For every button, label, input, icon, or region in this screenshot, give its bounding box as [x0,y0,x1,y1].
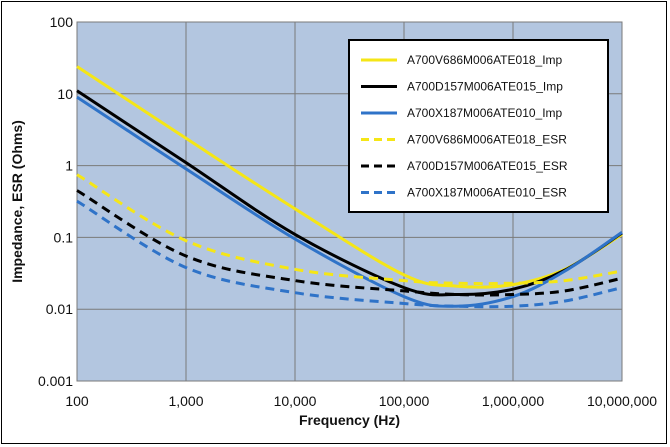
legend-label: A700X187M006ATE010_ESR [407,186,567,200]
series-lines [76,65,623,309]
legend: A700V686M006ATE018_Imp A700D157M006ATE015… [348,39,609,213]
series-line-5 [76,189,623,297]
legend-label: A700D157M006ATE015_ESR [407,159,568,173]
y-tick-label: 0.001 [38,373,73,389]
series-line-6 [76,199,623,309]
legend-label: A700D157M006ATE015_Imp [407,80,563,94]
x-tick-label: 1,000,000 [482,393,544,409]
y-tick-label: 100 [50,14,74,30]
x-tick-label: 100,000 [379,393,430,409]
y-tick-label: 1 [65,158,73,174]
legend-label: A700X187M006ATE010_Imp [407,106,563,120]
y-tick-label: 0.1 [54,229,74,245]
x-axis-ticks: 100 1,000 10,000 100,000 1,000,000 10,000,000 [65,393,657,409]
series-line-4 [76,173,623,286]
y-axis-ticks: 0.001 0.01 0.1 1 10 100 [38,14,73,389]
legend-box [348,39,609,213]
legend-label: A700V686M006ATE018_ESR [407,133,567,147]
y-tick-label: 0.01 [46,301,73,317]
x-tick-label: 10,000,000 [587,393,657,409]
series-line-3 [76,95,623,308]
x-axis-label: Frequency (Hz) [299,412,400,428]
x-tick-label: 10,000 [274,393,317,409]
x-tick-label: 100 [65,393,89,409]
x-tick-label: 1,000 [168,393,203,409]
series-line-2 [76,89,623,297]
y-axis-label: Impedance, ESR (Ohms) [9,120,25,283]
legend-label: A700V686M006ATE018_Imp [407,53,563,67]
y-tick-label: 10 [57,86,73,102]
